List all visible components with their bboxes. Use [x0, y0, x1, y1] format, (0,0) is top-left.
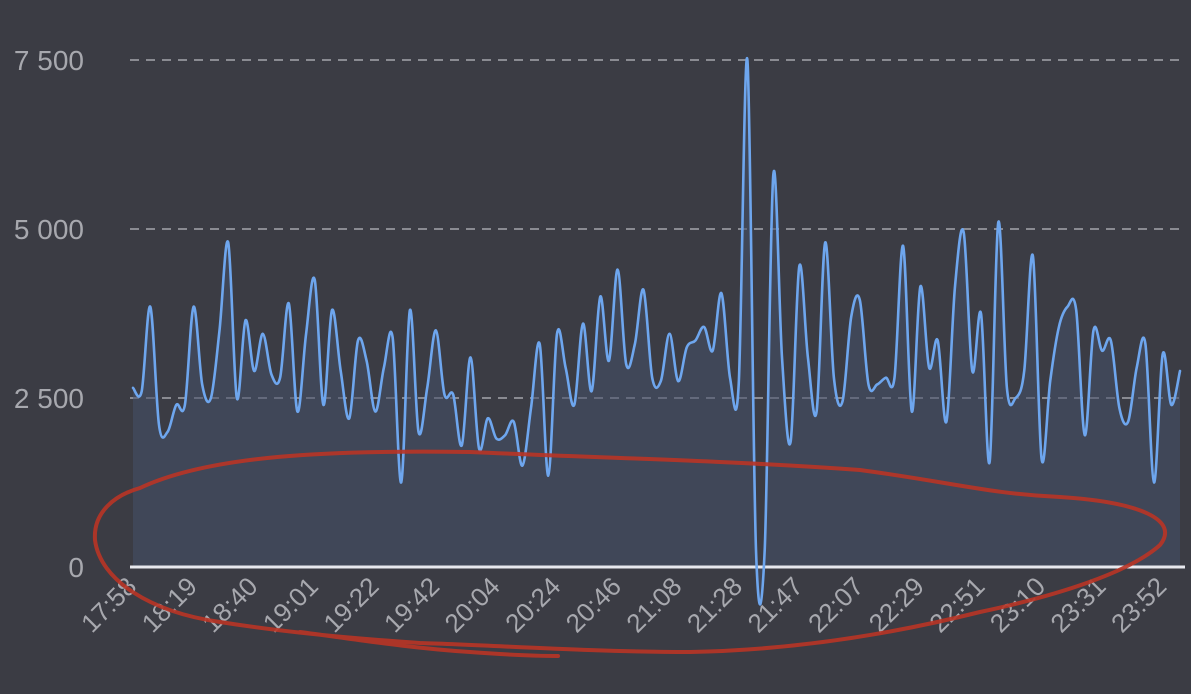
x-tick-label: 21:28 — [681, 571, 748, 638]
x-tick-label: 23:31 — [1044, 571, 1111, 638]
x-tick-label: 20:46 — [560, 571, 627, 638]
x-tick-label: 22:29 — [863, 571, 930, 638]
x-tick-label: 19:22 — [317, 571, 384, 638]
series-area — [133, 58, 1180, 605]
x-tick-label: 22:07 — [802, 571, 869, 638]
y-axis-ticks: 0 2 500 5 000 7 500 — [14, 45, 84, 583]
annotation-circle — [92, 449, 1168, 658]
y-tick-label: 0 — [68, 552, 84, 583]
x-tick-label: 21:47 — [741, 571, 808, 638]
x-tick-label: 20:04 — [439, 571, 506, 638]
y-tick-label: 5 000 — [14, 214, 84, 245]
y-tick-label: 2 500 — [14, 383, 84, 414]
x-tick-label: 21:08 — [620, 571, 687, 638]
series-line — [131, 56, 1182, 606]
y-tick-label: 7 500 — [14, 45, 84, 76]
x-tick-label: 22:51 — [923, 571, 990, 638]
x-tick-label: 17:58 — [75, 571, 142, 638]
x-tick-label: 18:19 — [136, 571, 203, 638]
x-tick-label: 23:52 — [1105, 571, 1172, 638]
x-tick-label: 20:24 — [499, 571, 566, 638]
x-tick-label: 19:42 — [378, 571, 445, 638]
